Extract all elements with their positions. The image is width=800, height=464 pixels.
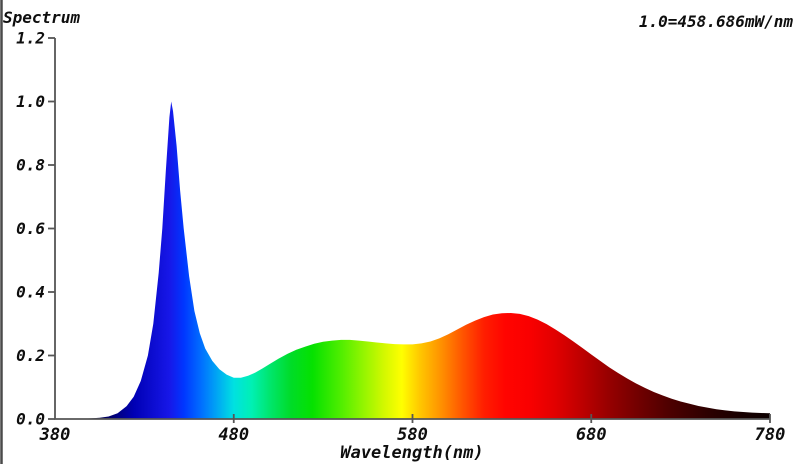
y-tick-label: 1.0 (16, 92, 45, 111)
scale-annotation: 1.0=458.686mW/nm (639, 12, 793, 31)
x-tick-label: 380 (39, 425, 71, 445)
y-tick-label: 0.0 (16, 410, 45, 429)
y-axis-labels: 0.0 0.2 0.4 0.6 0.8 1.0 1.2 (16, 29, 45, 429)
y-axis-ticks (48, 37, 55, 420)
x-axis-labels: 380 480 580 680 780 (39, 425, 786, 445)
y-tick-label: 0.6 (16, 219, 45, 238)
spectrum-curve-area (55, 101, 770, 419)
y-tick-label: 0.4 (16, 283, 45, 302)
x-tick-label: 780 (755, 425, 786, 445)
y-tick-label: 0.8 (16, 156, 45, 175)
x-tick-label: 680 (576, 425, 607, 445)
y-tick-label: 1.2 (16, 29, 45, 48)
chart-title: Spectrum (3, 8, 80, 27)
x-tick-label: 480 (218, 425, 249, 445)
y-tick-label: 0.2 (16, 346, 45, 365)
x-tick-label: 580 (397, 425, 428, 445)
x-axis-title: Wavelength(nm) (340, 443, 483, 463)
